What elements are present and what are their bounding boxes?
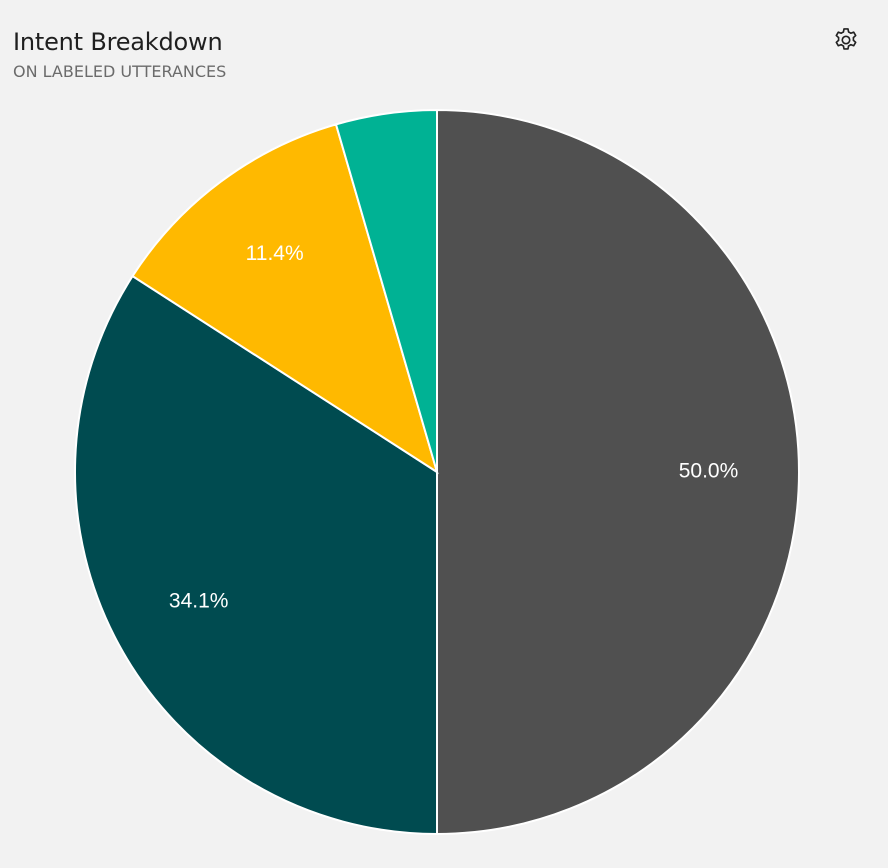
chart-subtitle: ON LABELED UTTERANCES: [13, 62, 227, 81]
slice-data-label-1: 50.0%: [679, 460, 739, 483]
slice-data-label-3: 11.4%: [246, 242, 304, 265]
pie-slice-1[interactable]: [436, 108, 800, 836]
pie-slice-4[interactable]: [334, 108, 438, 473]
chart-title: Intent Breakdown: [13, 28, 223, 56]
pie-slices: [74, 108, 800, 836]
gear-icon[interactable]: [832, 26, 860, 54]
pie-slice-2[interactable]: [74, 274, 438, 836]
settings-button[interactable]: [831, 25, 861, 55]
slice-data-label-2: 34.1%: [169, 590, 229, 613]
pie-labels: 50.0% 34.1% 11.4%: [169, 242, 738, 613]
